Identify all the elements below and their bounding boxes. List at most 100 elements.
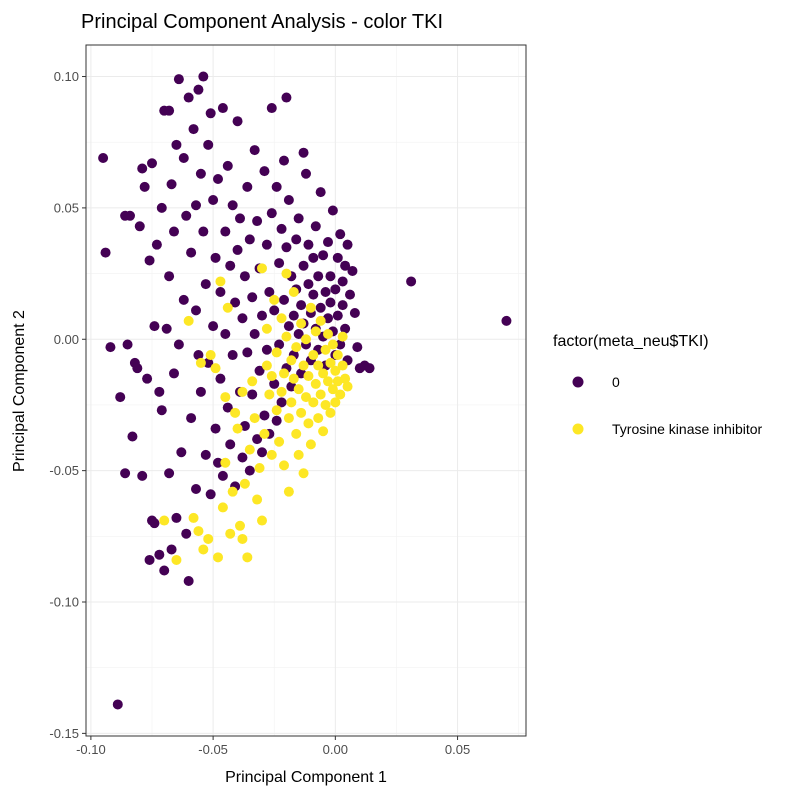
data-point — [227, 200, 238, 211]
data-point — [257, 310, 267, 321]
data-point — [232, 116, 243, 127]
data-point — [501, 315, 512, 326]
x-tick-label: -0.05 — [198, 742, 228, 757]
data-point — [169, 226, 179, 237]
data-point — [151, 239, 162, 250]
data-point — [244, 234, 255, 245]
data-point — [296, 318, 307, 329]
data-point — [193, 84, 204, 95]
data-point — [298, 360, 309, 371]
data-point — [156, 202, 167, 213]
data-point — [325, 297, 336, 308]
data-point — [154, 386, 165, 397]
data-point — [310, 326, 321, 337]
data-point — [142, 373, 153, 384]
data-point — [208, 321, 219, 332]
data-point — [122, 339, 133, 350]
y-tick-label: 0.00 — [54, 332, 79, 347]
data-point — [164, 468, 175, 479]
data-point — [220, 226, 231, 237]
data-point — [183, 315, 194, 326]
data-point — [320, 286, 331, 297]
data-point — [335, 339, 346, 350]
data-point — [261, 360, 272, 371]
data-point — [261, 323, 272, 334]
x-axis-title: Principal Component 1 — [225, 769, 387, 786]
data-point — [242, 552, 253, 563]
data-point — [105, 342, 116, 353]
data-point — [301, 334, 311, 345]
data-point — [186, 413, 197, 424]
data-point — [225, 439, 236, 450]
data-point — [252, 494, 263, 505]
data-point — [291, 428, 302, 439]
data-point — [188, 124, 199, 135]
y-tick-label: -0.05 — [49, 463, 79, 478]
data-point — [274, 339, 285, 350]
data-points — [98, 71, 512, 710]
data-point — [293, 384, 304, 395]
data-point — [178, 294, 189, 305]
data-point — [261, 239, 272, 250]
data-point — [100, 247, 111, 258]
data-point — [193, 350, 204, 361]
data-point — [120, 468, 131, 479]
legend-label-tki: Tyrosine kinase inhibitor — [612, 421, 763, 437]
data-point — [215, 286, 226, 297]
data-point — [161, 323, 172, 334]
data-point — [276, 313, 287, 324]
data-point — [340, 323, 351, 334]
data-point — [191, 305, 201, 316]
data-point — [198, 544, 209, 555]
data-point — [327, 384, 338, 395]
data-point — [205, 489, 216, 500]
data-point — [310, 378, 321, 389]
data-point — [213, 552, 223, 563]
data-point — [171, 139, 182, 150]
data-point — [183, 92, 194, 103]
data-point — [303, 239, 314, 250]
data-point — [249, 413, 260, 424]
data-point — [315, 315, 326, 326]
data-point — [293, 329, 304, 340]
data-point — [283, 195, 294, 206]
data-point — [279, 460, 289, 471]
data-point — [257, 447, 267, 458]
data-point — [342, 239, 353, 250]
data-point — [320, 344, 331, 355]
data-point — [288, 310, 299, 321]
data-point — [213, 457, 223, 468]
data-point — [291, 234, 302, 245]
data-point — [315, 302, 326, 313]
data-point — [137, 163, 148, 174]
data-point — [279, 368, 289, 379]
data-point — [227, 350, 238, 361]
data-point — [364, 363, 375, 374]
data-point — [215, 276, 226, 287]
data-point — [281, 331, 292, 342]
data-point — [269, 305, 280, 316]
x-axis-ticks: -0.10 -0.05 0.00 0.05 — [76, 736, 470, 757]
data-point — [235, 520, 245, 531]
data-point — [227, 486, 238, 497]
data-point — [171, 554, 182, 565]
data-point — [264, 389, 275, 400]
data-point — [205, 108, 216, 119]
data-point — [325, 407, 336, 418]
data-point — [247, 292, 258, 303]
data-point — [303, 279, 314, 290]
data-point — [308, 350, 319, 361]
data-point — [293, 213, 304, 224]
data-point — [159, 565, 170, 576]
data-point — [222, 160, 233, 171]
data-point — [318, 250, 329, 261]
data-point — [269, 294, 280, 305]
data-point — [271, 181, 282, 192]
data-point — [293, 449, 304, 460]
data-point — [169, 368, 179, 379]
data-point — [325, 357, 336, 368]
data-point — [305, 439, 316, 450]
data-point — [352, 342, 363, 353]
data-point — [215, 373, 226, 384]
data-point — [340, 373, 351, 384]
